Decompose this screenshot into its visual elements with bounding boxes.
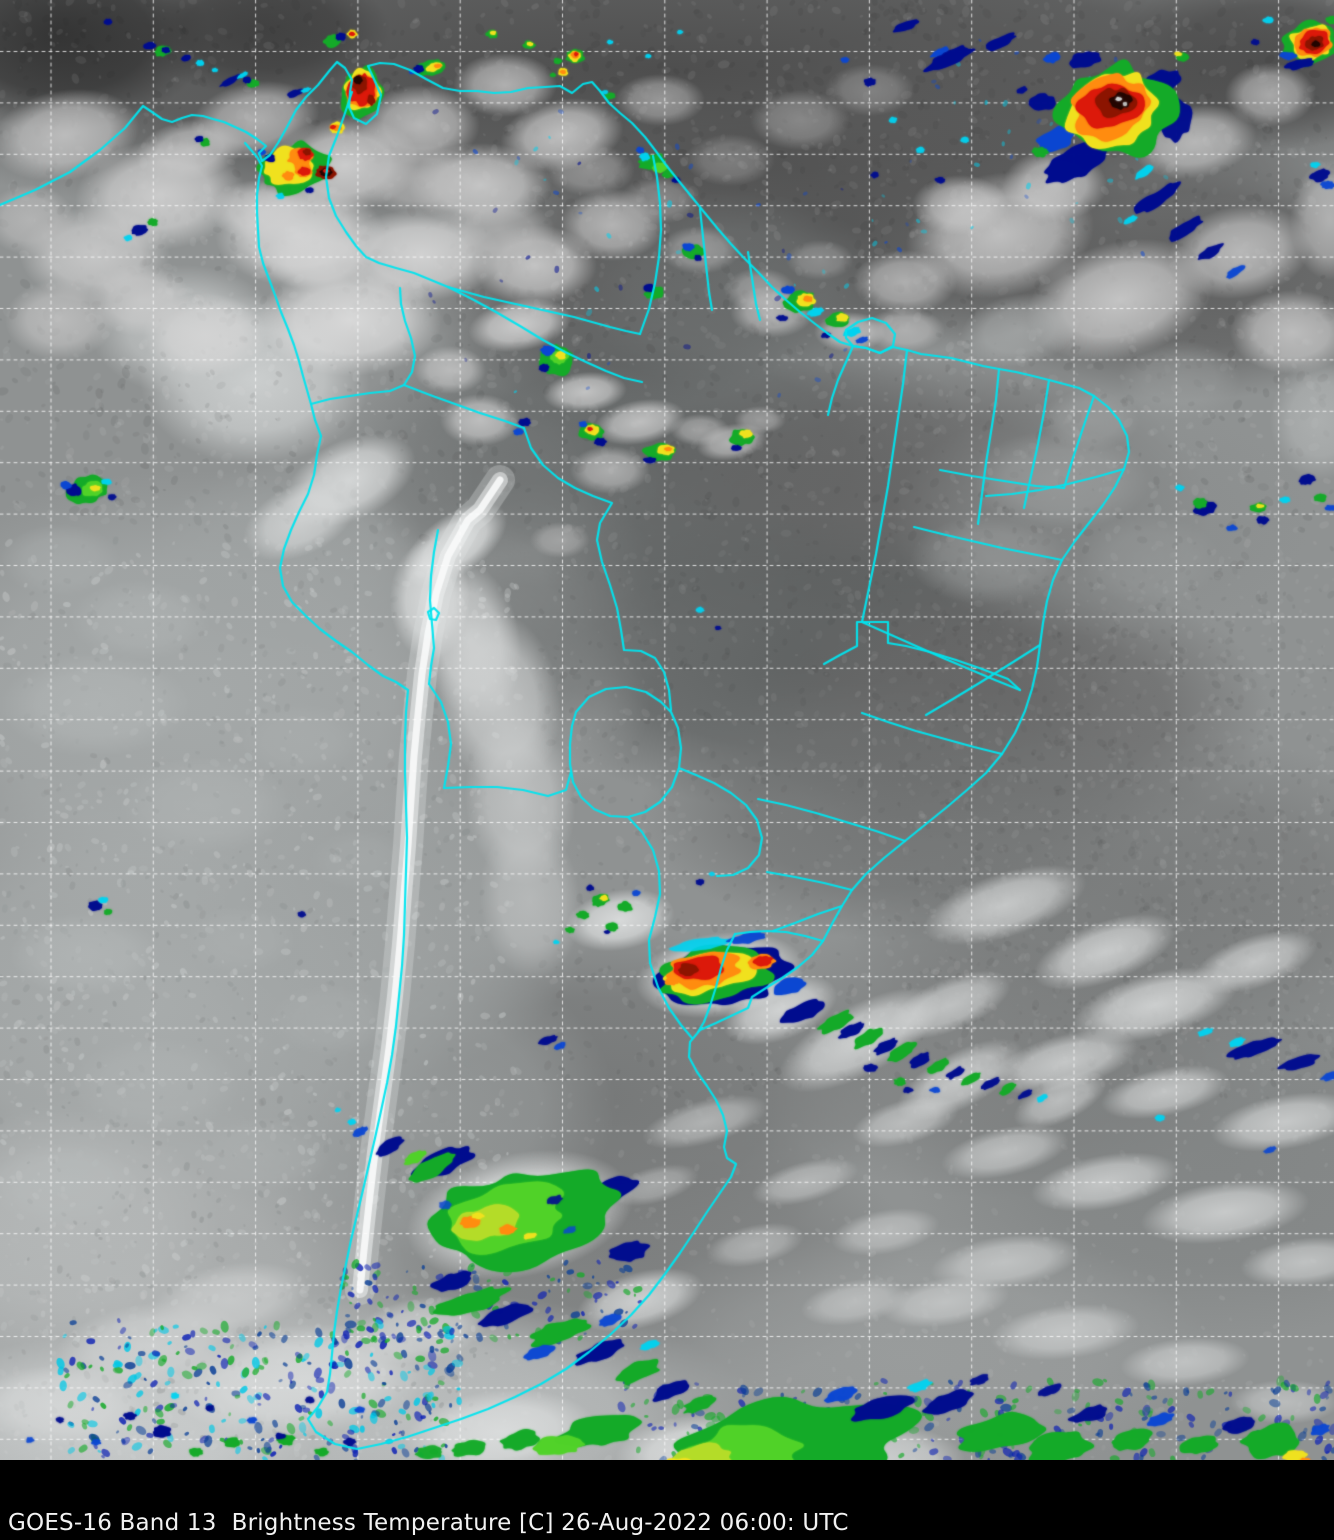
caption-bar: GOES-16 Band 13 Brightness Temperature [… <box>0 1460 1334 1540</box>
caption-text: GOES-16 Band 13 Brightness Temperature [… <box>8 1510 849 1536</box>
satellite-image-canvas <box>0 0 1334 1460</box>
